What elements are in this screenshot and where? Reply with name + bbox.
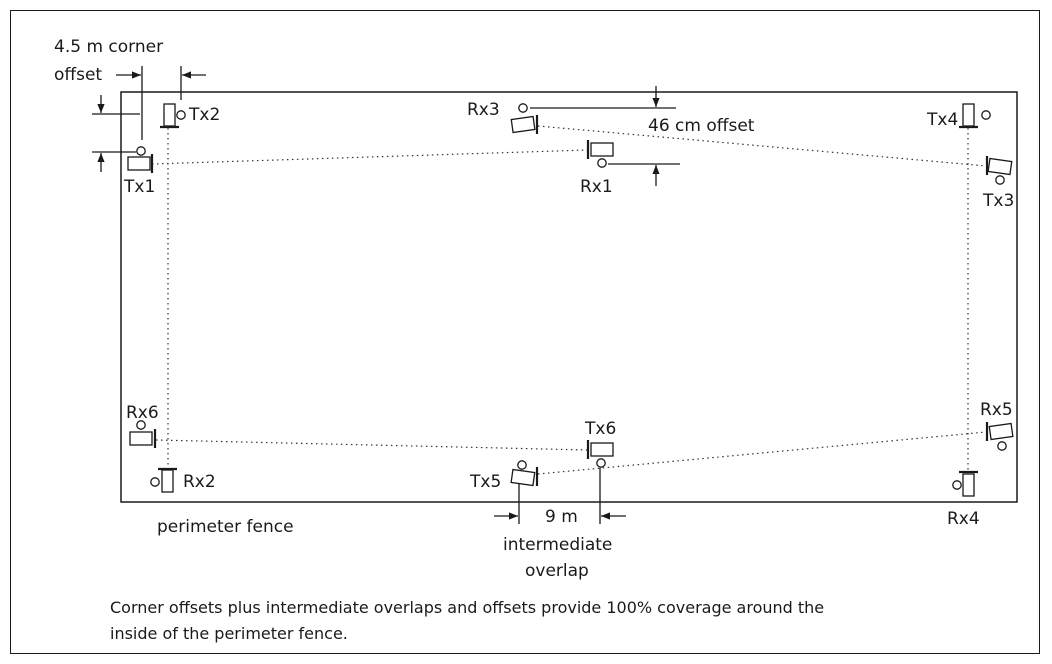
rx2-label: Rx2: [183, 472, 216, 492]
small-offset-label: 46 cm offset: [648, 116, 755, 136]
small-offset-dimension: [530, 86, 680, 186]
tx4-label: Tx4: [926, 110, 958, 130]
rx5-sensor-icon: [985, 422, 1014, 451]
overlap-dimension: [494, 468, 626, 524]
rx3-sensor-icon: [510, 103, 539, 134]
corner-offset-label-line1: 4.5 m corner: [54, 37, 163, 57]
overlap-label-line1: intermediate: [503, 535, 612, 555]
tx3-label: Tx3: [982, 191, 1014, 211]
tx5-label: Tx5: [469, 472, 501, 492]
tx4-sensor-icon: [959, 103, 991, 129]
rx5-label: Rx5: [980, 400, 1013, 420]
rx2-sensor-icon: [150, 467, 177, 493]
corner-offset-label-line2: offset: [54, 65, 102, 85]
rx4-label: Rx4: [947, 509, 980, 529]
figure-caption: Corner offsets plus intermediate overlap…: [110, 598, 825, 643]
tx5-sensor-icon: [510, 460, 539, 487]
rx1-label: Rx1: [580, 177, 613, 197]
tx2-label: Tx2: [188, 105, 220, 125]
corner-offset-dimension: [92, 66, 206, 172]
beam-lines: [151, 125, 987, 475]
rx6-sensor-icon: [129, 420, 157, 448]
tx2-sensor-icon: [160, 103, 186, 129]
beam-tx1-rx1: [151, 149, 588, 165]
rx6-label: Rx6: [126, 403, 159, 423]
rx4-sensor-icon: [952, 470, 978, 497]
overlap-label-line2: overlap: [525, 561, 589, 581]
rx1-sensor-icon: [586, 140, 614, 168]
rx3-label: Rx3: [467, 100, 500, 120]
perimeter-fence-outline: [120, 91, 1018, 503]
tx6-sensor-icon: [586, 440, 614, 468]
tx6-label: Tx6: [584, 419, 616, 439]
overlap-distance-label: 9 m: [545, 507, 578, 527]
perimeter-fence-label: perimeter fence: [157, 517, 294, 537]
tx1-sensor-icon: [127, 146, 154, 173]
tx3-sensor-icon: [985, 156, 1013, 185]
tx1-label: Tx1: [123, 177, 155, 197]
beam-rx6-tx6: [155, 439, 588, 451]
